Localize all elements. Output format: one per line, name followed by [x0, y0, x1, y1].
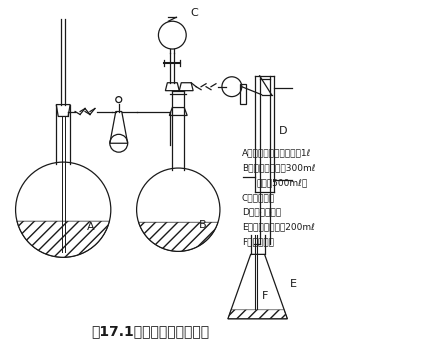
- Polygon shape: [17, 221, 109, 257]
- Text: E: E: [290, 279, 297, 289]
- Text: （又は500mℓ）: （又は500mℓ）: [257, 178, 308, 187]
- Text: B：蔕留フラスコ300mℓ: B：蔕留フラスコ300mℓ: [242, 163, 315, 172]
- Text: D: D: [279, 126, 287, 136]
- Text: F: F: [262, 291, 268, 301]
- Text: A: A: [87, 222, 95, 231]
- Text: D：冷　却　器: D：冷 却 器: [242, 208, 281, 217]
- Text: F：ガラス管: F：ガラス管: [242, 238, 274, 246]
- Text: C: C: [190, 8, 198, 18]
- Text: 図17.1　蔕留装置（一例）: 図17.1 蔕留装置（一例）: [92, 325, 209, 339]
- Polygon shape: [228, 310, 287, 319]
- Text: C：注入漏斗: C：注入漏斗: [242, 193, 275, 202]
- Text: E：三角フラスコ200mℓ: E：三角フラスコ200mℓ: [242, 223, 315, 232]
- Polygon shape: [139, 222, 218, 251]
- Text: B: B: [199, 220, 207, 230]
- Text: A：水蔣気発生フラスコ1ℓ: A：水蔣気発生フラスコ1ℓ: [242, 148, 311, 157]
- Bar: [240, 84, 246, 104]
